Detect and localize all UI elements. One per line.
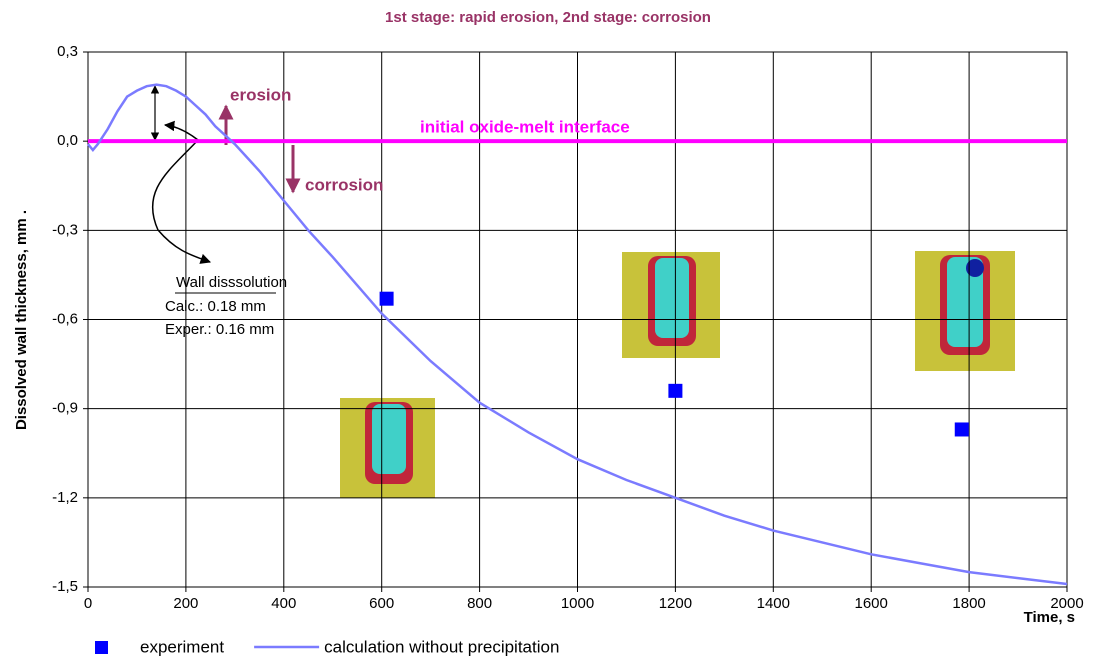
- y-axis-label: Dissolved wall thickness, mm .: [13, 210, 30, 430]
- annotation: Calc.: 0.18 mm: [165, 298, 266, 315]
- legend-marker: [95, 641, 108, 654]
- y-tick-label: -1,5: [52, 578, 78, 595]
- annotation: corrosion: [305, 175, 383, 194]
- experiment-point: [955, 422, 969, 436]
- experiment-point: [668, 384, 682, 398]
- experiment-point: [380, 292, 394, 306]
- chart: 1st stage: rapid erosion, 2nd stage: cor…: [0, 0, 1095, 662]
- reference-label: initial oxide-melt interface: [420, 118, 630, 137]
- x-tick-label: 1000: [561, 595, 594, 612]
- x-tick-label: 800: [467, 595, 492, 612]
- y-tick-label: 0,3: [57, 43, 78, 60]
- x-tick-label: 1400: [757, 595, 790, 612]
- x-tick-label: 200: [173, 595, 198, 612]
- chart-title: 1st stage: rapid erosion, 2nd stage: cor…: [385, 9, 711, 26]
- annotation: Exper.: 0.16 mm: [165, 321, 274, 338]
- y-tick-label: -0,3: [52, 221, 78, 238]
- y-tick-label: -0,6: [52, 310, 78, 327]
- x-tick-label: 1800: [952, 595, 985, 612]
- x-tick-label: 2000: [1050, 595, 1083, 612]
- micrographs: [340, 251, 1015, 498]
- annotation: erosion: [230, 85, 291, 104]
- x-tick-label: 600: [369, 595, 394, 612]
- y-tick-label: -1,2: [52, 489, 78, 506]
- x-tick-label: 0: [84, 595, 92, 612]
- x-tick-label: 400: [271, 595, 296, 612]
- x-tick-label: 1200: [659, 595, 692, 612]
- x-tick-label: 1600: [855, 595, 888, 612]
- y-tick-label: 0,0: [57, 132, 78, 149]
- legend-label: experiment: [140, 637, 224, 656]
- y-tick-label: -0,9: [52, 400, 78, 417]
- annotation: Wall disssolution: [176, 274, 287, 291]
- legend-label: calculation without precipitation: [324, 637, 559, 656]
- arrows: [153, 86, 293, 293]
